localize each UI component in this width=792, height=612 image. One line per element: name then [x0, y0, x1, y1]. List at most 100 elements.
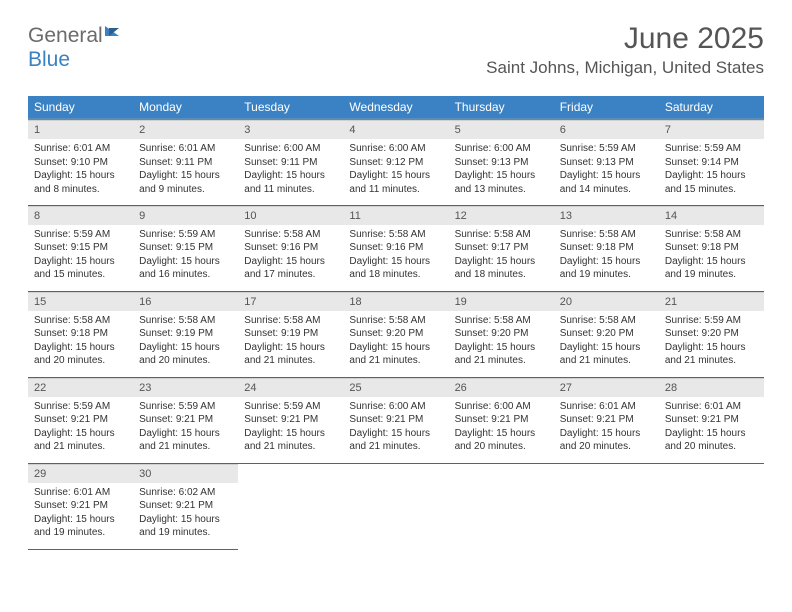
calendar-day-cell: 4Sunrise: 6:00 AMSunset: 9:12 PMDaylight…	[343, 119, 448, 205]
daylight-label: Daylight:	[34, 170, 76, 181]
sunset-label: Sunset:	[34, 328, 71, 339]
daylight-label: Daylight:	[665, 256, 707, 267]
calendar-day-cell: 26Sunrise: 6:00 AMSunset: 9:21 PMDayligh…	[449, 377, 554, 463]
sunrise-value: 5:58 AM	[284, 315, 321, 326]
calendar-day-cell: 11Sunrise: 5:58 AMSunset: 9:16 PMDayligh…	[343, 205, 448, 291]
sunrise-value: 5:58 AM	[179, 315, 216, 326]
day-details: Sunrise: 5:59 AMSunset: 9:21 PMDaylight:…	[133, 397, 238, 457]
calendar-day-cell: 17Sunrise: 5:58 AMSunset: 9:19 PMDayligh…	[238, 291, 343, 377]
day-details: Sunrise: 5:58 AMSunset: 9:20 PMDaylight:…	[449, 311, 554, 371]
sunrise-label: Sunrise:	[665, 315, 704, 326]
day-number: 15	[28, 292, 133, 311]
calendar-day-cell: 15Sunrise: 5:58 AMSunset: 9:18 PMDayligh…	[28, 291, 133, 377]
sunset-label: Sunset:	[560, 242, 597, 253]
day-number: 27	[554, 378, 659, 397]
sunset-label: Sunset:	[455, 157, 492, 168]
day-number: 26	[449, 378, 554, 397]
calendar-day-cell	[449, 463, 554, 549]
sunset-value: 9:21 PM	[386, 414, 423, 425]
sunrise-value: 5:58 AM	[704, 229, 741, 240]
day-number: 18	[343, 292, 448, 311]
sunset-value: 9:20 PM	[386, 328, 423, 339]
calendar-day-cell: 12Sunrise: 5:58 AMSunset: 9:17 PMDayligh…	[449, 205, 554, 291]
day-number: 24	[238, 378, 343, 397]
calendar-day-cell: 3Sunrise: 6:00 AMSunset: 9:11 PMDaylight…	[238, 119, 343, 205]
sunset-label: Sunset:	[349, 157, 386, 168]
sunset-label: Sunset:	[139, 414, 176, 425]
sunrise-value: 5:59 AM	[284, 401, 321, 412]
day-details: Sunrise: 5:59 AMSunset: 9:21 PMDaylight:…	[238, 397, 343, 457]
sunset-label: Sunset:	[455, 328, 492, 339]
day-details: Sunrise: 5:59 AMSunset: 9:15 PMDaylight:…	[28, 225, 133, 285]
daylight-label: Daylight:	[34, 342, 76, 353]
sunset-label: Sunset:	[139, 328, 176, 339]
sunrise-value: 5:58 AM	[599, 315, 636, 326]
calendar-week-row: 1Sunrise: 6:01 AMSunset: 9:10 PMDaylight…	[28, 119, 764, 205]
sunrise-value: 5:59 AM	[599, 143, 636, 154]
sunrise-value: 5:58 AM	[599, 229, 636, 240]
sunset-value: 9:21 PM	[176, 500, 213, 511]
calendar-day-cell: 5Sunrise: 6:00 AMSunset: 9:13 PMDaylight…	[449, 119, 554, 205]
weekday-header: Thursday	[449, 96, 554, 119]
sunrise-label: Sunrise:	[349, 229, 388, 240]
day-details: Sunrise: 5:59 AMSunset: 9:14 PMDaylight:…	[659, 139, 764, 199]
sunset-value: 9:21 PM	[71, 500, 108, 511]
sunset-label: Sunset:	[455, 414, 492, 425]
day-number: 6	[554, 120, 659, 139]
sunset-value: 9:19 PM	[176, 328, 213, 339]
day-details: Sunrise: 5:58 AMSunset: 9:19 PMDaylight:…	[238, 311, 343, 371]
day-details: Sunrise: 6:00 AMSunset: 9:11 PMDaylight:…	[238, 139, 343, 199]
day-details: Sunrise: 6:01 AMSunset: 9:21 PMDaylight:…	[554, 397, 659, 457]
sunrise-label: Sunrise:	[244, 315, 283, 326]
day-details: Sunrise: 5:59 AMSunset: 9:15 PMDaylight:…	[133, 225, 238, 285]
day-details: Sunrise: 5:58 AMSunset: 9:18 PMDaylight:…	[554, 225, 659, 285]
sunrise-label: Sunrise:	[34, 315, 73, 326]
sunrise-label: Sunrise:	[455, 401, 494, 412]
calendar-day-cell: 8Sunrise: 5:59 AMSunset: 9:15 PMDaylight…	[28, 205, 133, 291]
daylight-label: Daylight:	[665, 170, 707, 181]
day-details: Sunrise: 5:58 AMSunset: 9:20 PMDaylight:…	[343, 311, 448, 371]
sunrise-label: Sunrise:	[349, 401, 388, 412]
sunrise-value: 5:59 AM	[73, 229, 110, 240]
logo-text-2: Blue	[28, 48, 70, 71]
day-details: Sunrise: 5:59 AMSunset: 9:21 PMDaylight:…	[28, 397, 133, 457]
sunrise-label: Sunrise:	[560, 229, 599, 240]
sunset-value: 9:17 PM	[491, 242, 528, 253]
day-details: Sunrise: 5:59 AMSunset: 9:13 PMDaylight:…	[554, 139, 659, 199]
sunrise-value: 5:59 AM	[179, 401, 216, 412]
sunrise-label: Sunrise:	[34, 401, 73, 412]
sunset-label: Sunset:	[34, 500, 71, 511]
sunset-label: Sunset:	[244, 242, 281, 253]
page-title: June 2025	[624, 22, 764, 56]
logo-text-1: General	[28, 24, 103, 47]
daylight-label: Daylight:	[665, 342, 707, 353]
sunset-value: 9:18 PM	[71, 328, 108, 339]
calendar-table: Sunday Monday Tuesday Wednesday Thursday…	[28, 96, 764, 550]
sunrise-value: 5:58 AM	[389, 315, 426, 326]
sunrise-value: 6:01 AM	[599, 401, 636, 412]
day-details: Sunrise: 5:58 AMSunset: 9:16 PMDaylight:…	[343, 225, 448, 285]
sunrise-label: Sunrise:	[455, 315, 494, 326]
weekday-header: Saturday	[659, 96, 764, 119]
sunset-value: 9:11 PM	[281, 157, 318, 168]
daylight-label: Daylight:	[139, 428, 181, 439]
day-details: Sunrise: 5:58 AMSunset: 9:20 PMDaylight:…	[554, 311, 659, 371]
sunrise-value: 5:59 AM	[73, 401, 110, 412]
sunrise-value: 6:01 AM	[179, 143, 216, 154]
sunrise-label: Sunrise:	[560, 315, 599, 326]
sunrise-value: 5:58 AM	[494, 229, 531, 240]
sunset-value: 9:18 PM	[596, 242, 633, 253]
calendar-day-cell	[343, 463, 448, 549]
day-number: 25	[343, 378, 448, 397]
day-details: Sunrise: 6:00 AMSunset: 9:13 PMDaylight:…	[449, 139, 554, 199]
sunrise-label: Sunrise:	[139, 401, 178, 412]
day-number: 30	[133, 464, 238, 483]
calendar-day-cell	[659, 463, 764, 549]
day-number: 2	[133, 120, 238, 139]
sunset-label: Sunset:	[139, 242, 176, 253]
sunrise-label: Sunrise:	[455, 143, 494, 154]
sunrise-value: 6:01 AM	[73, 143, 110, 154]
sunrise-value: 6:00 AM	[284, 143, 321, 154]
weekday-header: Monday	[133, 96, 238, 119]
sunset-value: 9:12 PM	[386, 157, 423, 168]
